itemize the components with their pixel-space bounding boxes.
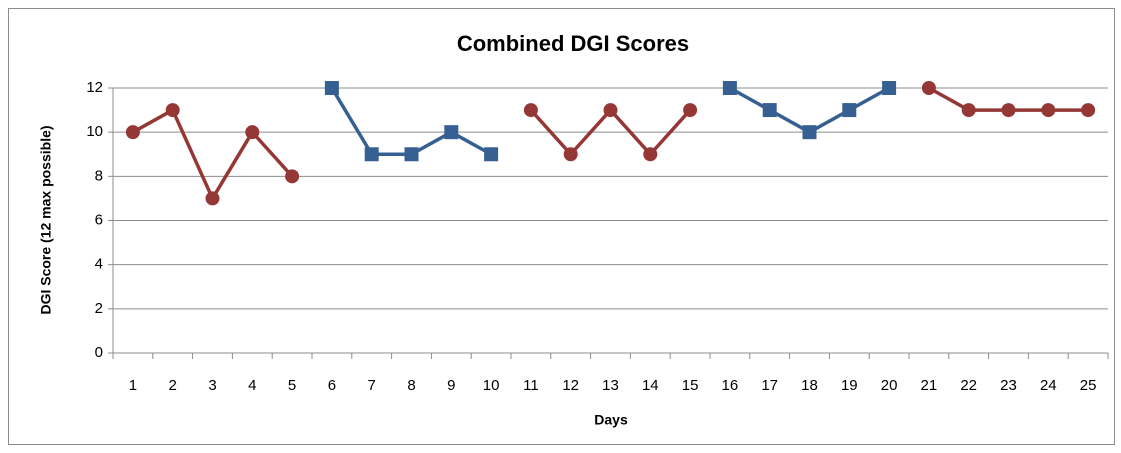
y-tick-label: 8 [95, 167, 103, 184]
x-tick-label: 23 [1000, 377, 1017, 394]
y-tick-label: 0 [95, 344, 103, 361]
x-tick-label: 17 [761, 377, 778, 394]
marker [285, 169, 300, 184]
marker [722, 81, 737, 95]
marker [245, 125, 260, 140]
x-tick-label: 25 [1080, 377, 1097, 394]
marker [1001, 103, 1016, 118]
x-tick-label: 14 [642, 377, 659, 394]
y-tick-label: 2 [95, 300, 103, 317]
x-tick-label: 2 [169, 377, 177, 394]
y-tick-label: 12 [86, 79, 103, 96]
x-tick-label: 19 [841, 377, 858, 394]
x-tick-label: 13 [602, 377, 619, 394]
x-tick-label: 20 [881, 377, 898, 394]
marker [882, 81, 897, 95]
marker [364, 147, 379, 162]
marker [842, 103, 857, 118]
marker [523, 103, 538, 118]
x-tick-label: 24 [1040, 377, 1057, 394]
marker [484, 147, 499, 162]
x-axis-title: Days [594, 412, 628, 428]
y-axis-title: DGI Score (12 max possible) [38, 125, 54, 314]
x-tick-label: 4 [248, 377, 256, 394]
x-tick-label: 1 [129, 377, 137, 394]
marker [921, 81, 936, 95]
x-tick-label: 5 [288, 377, 296, 394]
marker [643, 147, 658, 162]
x-tick-label: 7 [368, 377, 376, 394]
x-tick-label: 11 [523, 377, 539, 394]
marker [1081, 103, 1096, 118]
marker [603, 103, 618, 118]
marker [404, 147, 419, 162]
x-tick-label: 6 [328, 377, 336, 394]
marker [762, 103, 777, 118]
x-tick-label: 12 [562, 377, 579, 394]
chart-title: Combined DGI Scores [457, 31, 689, 56]
marker [205, 191, 220, 206]
x-tick-label: 10 [483, 377, 500, 394]
marker [1041, 103, 1056, 118]
y-tick-label: 4 [95, 256, 103, 273]
x-tick-label: 15 [682, 377, 699, 394]
marker [324, 81, 339, 95]
marker [802, 125, 817, 140]
x-tick-label: 16 [722, 377, 739, 394]
y-tick-label: 6 [95, 211, 103, 228]
x-tick-label: 21 [921, 377, 938, 394]
x-tick-label: 22 [960, 377, 977, 394]
marker [961, 103, 976, 118]
x-tick-label: 3 [208, 377, 216, 394]
x-tick-label: 8 [407, 377, 415, 394]
marker [165, 103, 180, 118]
x-tick-label: 18 [801, 377, 818, 394]
marker [563, 147, 578, 162]
x-tick-label: 9 [447, 377, 455, 394]
marker [444, 125, 459, 140]
marker [683, 103, 698, 118]
marker [125, 125, 140, 140]
y-tick-label: 10 [86, 123, 103, 140]
